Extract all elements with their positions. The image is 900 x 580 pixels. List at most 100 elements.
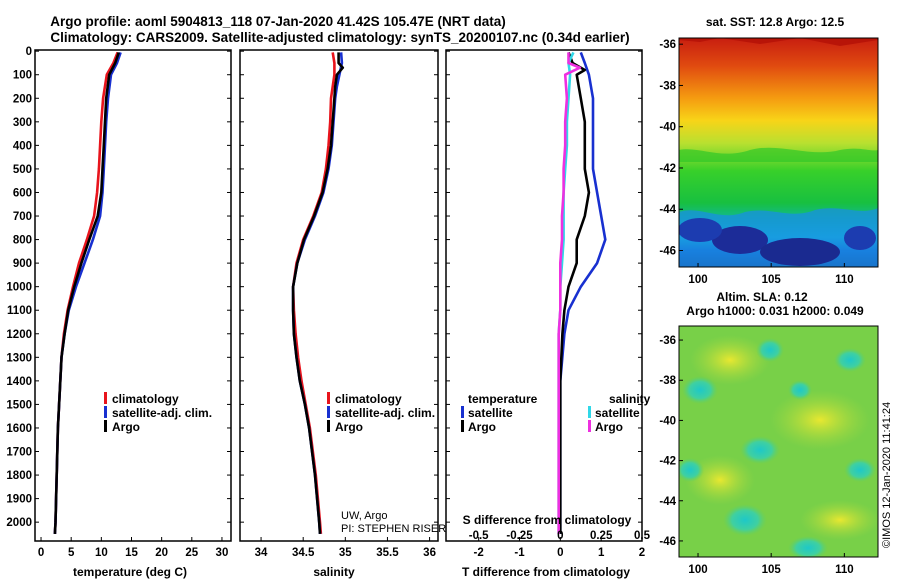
map-y-tick-label: -42 xyxy=(659,456,676,468)
credit-line-2: PI: STEPHEN RISER xyxy=(341,523,446,535)
x-tick-label: 25 xyxy=(185,547,198,559)
y-tick-label: 200 xyxy=(13,93,32,105)
sla-low-patch xyxy=(834,348,866,372)
x-tick-label: 0 xyxy=(38,547,44,559)
series-line-satellite-adj-clim- xyxy=(291,52,344,534)
x-tick-label: 35 xyxy=(339,547,352,559)
x-tick-label: 30 xyxy=(216,547,229,559)
sla-low-patch xyxy=(788,536,828,557)
s-difference-axis-label: S difference from climatology xyxy=(463,513,632,527)
x-tick-label: 15 xyxy=(125,547,138,559)
y-tick-label: 800 xyxy=(13,235,32,247)
x-tick-label: 10 xyxy=(95,547,108,559)
legend-marker-t-argo xyxy=(461,420,464,432)
map-x-tick-label: 105 xyxy=(762,274,782,286)
map-x-tick-label: 105 xyxy=(762,564,782,576)
map-y-tick-label: -46 xyxy=(659,536,676,548)
legend-satellite: satellite-adj. clim. xyxy=(335,406,435,420)
x-tick-label: 36 xyxy=(423,547,436,559)
y-tick-label: 1000 xyxy=(6,282,32,294)
sla-low-patch xyxy=(723,504,767,536)
difference-chart: -2 -1 0 1 2 -0.5 -0.25 0 0.25 0.5 xyxy=(446,50,651,559)
y-tick-label: 600 xyxy=(13,187,32,199)
map-y-tick-label: -38 xyxy=(659,80,676,92)
y-tick-label: 900 xyxy=(13,258,32,270)
series-line-satellite-adj-clim- xyxy=(53,51,122,534)
legend-satellite: satellite-adj. clim. xyxy=(112,406,212,420)
t-difference-axis-label: T difference from climatology xyxy=(462,565,630,579)
legend-marker-argo xyxy=(104,420,107,432)
temperature-chart: 0 5 10 15 20 25 300100200300400500600700800900… xyxy=(6,46,231,559)
legend-marker-argo xyxy=(327,420,330,432)
y-tick-label: 1900 xyxy=(6,494,32,506)
x-tick-label: 5 xyxy=(68,547,75,559)
series-line-argo xyxy=(291,52,345,534)
map-x-tick-label: 110 xyxy=(835,564,854,576)
sst-cold-eddy xyxy=(760,238,840,266)
sla-low-patch xyxy=(740,436,780,464)
sst-front xyxy=(679,147,878,162)
sla-low-patch xyxy=(756,338,784,362)
legend-climatology: climatology xyxy=(335,392,402,406)
temperature-legend: climatology satellite-adj. clim. Argo xyxy=(104,392,212,434)
legend-salinity-title: salinity xyxy=(609,392,651,406)
map-x-tick-label: 100 xyxy=(688,274,707,286)
y-tick-label: 2000 xyxy=(6,517,32,529)
x-tick-label: 35.5 xyxy=(376,547,399,559)
s-tick-label: 0 xyxy=(557,530,563,542)
y-tick-label: 1300 xyxy=(6,352,32,364)
sst-cold-eddy xyxy=(712,226,768,254)
legend-argo: Argo xyxy=(335,420,363,434)
y-tick-label: 700 xyxy=(13,211,32,223)
sla-low-patch xyxy=(844,458,876,482)
legend-t-satellite: satellite xyxy=(468,406,513,420)
temperature-panel-frame xyxy=(34,49,232,542)
salinity-legend: climatology satellite-adj. clim. Argo UW… xyxy=(327,392,446,535)
sst-warm-patch xyxy=(679,38,878,46)
title-line-2: Climatology: CARS2009. Satellite-adjuste… xyxy=(50,30,629,45)
y-tick-label: 1700 xyxy=(6,447,32,459)
s-tick-label: 0.25 xyxy=(590,530,613,542)
series-line-climatology xyxy=(53,51,119,534)
difference-legend: temperature satellite Argo salinity sate… xyxy=(461,392,651,434)
sla-low-patch xyxy=(679,458,704,482)
map-y-tick-label: -44 xyxy=(659,496,676,508)
salinity-chart: 34 34.5 35 35.5 36 xyxy=(240,50,438,559)
legend-t-argo: Argo xyxy=(468,420,496,434)
sst-map-axes: 100 105 110 -36 -38 -40 -42 -44 -46 xyxy=(659,39,853,286)
legend-marker-s-argo xyxy=(588,420,591,432)
s-tick-label: -0.5 xyxy=(469,530,489,542)
difference-panel-frame xyxy=(445,49,643,542)
sla-map-frame xyxy=(678,325,879,558)
imos-stamp: ©IMOS 12-Jan-2020 11:41:24 xyxy=(881,402,893,548)
y-tick-label: 100 xyxy=(13,70,32,82)
map-x-tick-label: 110 xyxy=(835,274,854,286)
series-line-s-argo xyxy=(557,52,582,534)
y-tick-label: 1400 xyxy=(6,376,32,388)
salinity-panel-frame xyxy=(239,49,439,542)
legend-temperature-title: temperature xyxy=(468,392,538,406)
x-tick-label: 0 xyxy=(557,547,563,559)
sst-cold-eddy xyxy=(679,218,722,242)
sla-map-title-line-1: Altim. SLA: 0.12 xyxy=(716,290,808,304)
legend-marker-satellite xyxy=(104,406,107,418)
title-line-1: Argo profile: aoml 5904813_118 07-Jan-20… xyxy=(50,14,505,29)
y-tick-label: 1100 xyxy=(7,305,32,317)
y-tick-label: 500 xyxy=(13,164,32,176)
salinity-axis-label: salinity xyxy=(313,565,355,579)
legend-s-argo: Argo xyxy=(595,420,623,434)
legend-s-satellite: satellite xyxy=(595,406,640,420)
map-y-tick-label: -44 xyxy=(659,204,676,216)
sla-low-patch xyxy=(682,376,718,404)
x-tick-label: 1 xyxy=(598,547,605,559)
sla-map-title-line-2: Argo h1000: 0.031 h2000: 0.049 xyxy=(686,304,864,318)
map-y-tick-label: -46 xyxy=(659,245,676,257)
x-tick-label: -2 xyxy=(474,547,484,559)
sst-map-title: sat. SST: 12.8 Argo: 12.5 xyxy=(706,15,845,29)
s-tick-label: 0.5 xyxy=(634,530,651,542)
x-tick-label: 34.5 xyxy=(292,547,315,559)
s-tick-label: -0.25 xyxy=(506,530,533,542)
x-tick-label: 34 xyxy=(255,547,268,559)
sst-map-frame xyxy=(678,37,879,268)
